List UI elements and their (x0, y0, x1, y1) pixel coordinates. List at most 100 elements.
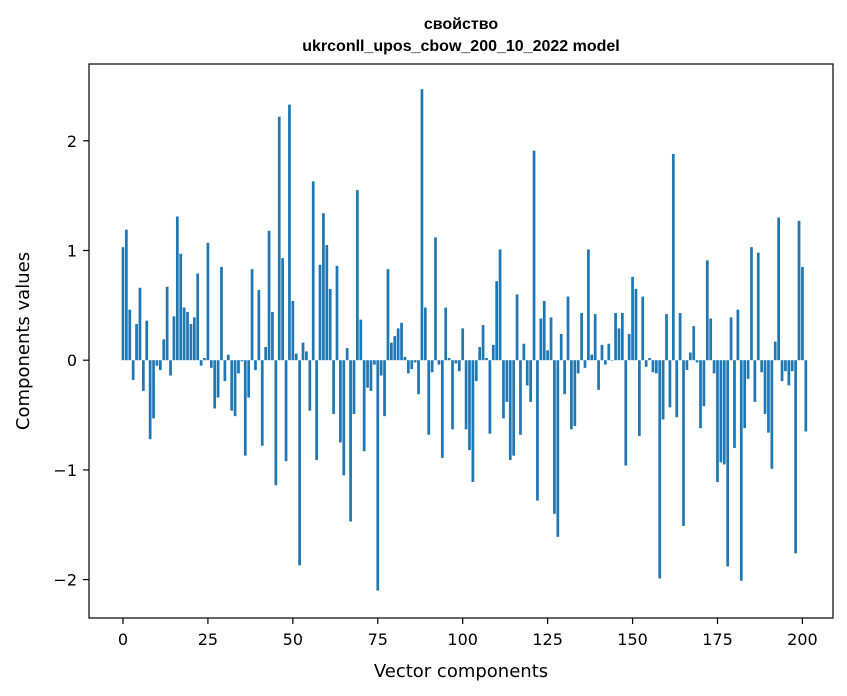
bar (155, 360, 159, 366)
bar (264, 347, 268, 361)
chart-subtitle: ukrconll_upos_cbow_200_10_2022 model (302, 38, 619, 55)
bar (226, 354, 230, 361)
bar (682, 360, 685, 526)
bar (767, 360, 770, 433)
bar (505, 360, 509, 402)
bar (179, 253, 183, 361)
bar (773, 341, 777, 361)
bar (624, 360, 628, 466)
bar (145, 320, 149, 361)
bar (417, 360, 420, 395)
bar (121, 247, 125, 361)
bar (481, 325, 485, 361)
bar (733, 360, 736, 448)
bar (332, 360, 335, 414)
bar (563, 360, 566, 395)
bar (542, 300, 546, 361)
bar (420, 89, 424, 361)
bar (390, 342, 393, 361)
bar (172, 316, 176, 361)
bar (559, 333, 563, 361)
x-tick-label: 25 (198, 630, 218, 649)
bar (549, 317, 553, 361)
bar (525, 360, 529, 386)
bar (566, 296, 570, 361)
bar (440, 360, 444, 458)
bar (729, 317, 733, 361)
bar (359, 319, 363, 361)
bar (546, 350, 549, 361)
bar (468, 360, 471, 451)
bar (373, 360, 376, 365)
bar (784, 360, 787, 372)
bar (699, 360, 702, 429)
bar (797, 220, 801, 361)
bar (695, 360, 699, 363)
x-tick-label: 100 (447, 630, 478, 649)
bar (488, 360, 492, 434)
bar (668, 360, 672, 408)
bar (539, 318, 543, 361)
bar (233, 360, 237, 417)
bar (247, 360, 251, 398)
bar (529, 360, 532, 402)
bar (451, 360, 454, 430)
bar (396, 328, 400, 361)
bar (461, 328, 465, 361)
bar (583, 360, 587, 368)
bar (644, 360, 648, 367)
y-tick-label: 0 (67, 351, 77, 370)
bar (604, 360, 607, 365)
y-tick-label: 1 (67, 241, 77, 260)
bar (437, 360, 441, 365)
bar (237, 360, 240, 374)
bar (638, 360, 641, 436)
bar (199, 360, 203, 366)
bars-group (121, 89, 808, 591)
bar (746, 360, 750, 379)
bar (213, 360, 217, 409)
bar (464, 360, 468, 430)
bar (576, 360, 580, 374)
bar (393, 336, 397, 361)
bar (573, 360, 577, 427)
bar (665, 314, 668, 361)
bar (413, 360, 417, 363)
bar (739, 360, 743, 581)
bar (719, 360, 723, 463)
bar (726, 360, 730, 567)
bar (260, 360, 264, 446)
bar (787, 360, 791, 386)
bar (756, 252, 760, 361)
bar (345, 348, 349, 361)
bar (406, 360, 410, 374)
bar (152, 360, 155, 419)
bar (777, 217, 780, 361)
bar (801, 266, 804, 361)
bar (515, 294, 519, 361)
bar (125, 229, 128, 361)
x-tick-label: 175 (702, 630, 733, 649)
bar (281, 258, 284, 361)
bar (688, 352, 692, 361)
bar (621, 313, 624, 361)
bar (522, 343, 526, 361)
bar (478, 347, 482, 361)
bar (223, 360, 227, 382)
y-tick-label: −2 (53, 571, 77, 590)
bar (349, 360, 352, 522)
bar (474, 360, 478, 382)
bar (362, 360, 366, 452)
x-tick-label: 0 (118, 630, 128, 649)
bar (675, 360, 679, 418)
bar (186, 311, 189, 361)
bar (457, 360, 461, 372)
plot-frame (88, 63, 834, 619)
bar (600, 344, 604, 361)
bar (794, 360, 797, 554)
bar (658, 360, 662, 579)
bar (648, 358, 651, 361)
bar (651, 360, 655, 373)
bar (291, 300, 295, 361)
